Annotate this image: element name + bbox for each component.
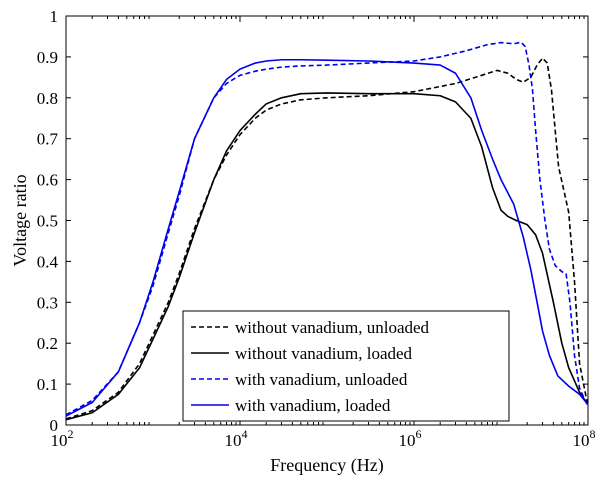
series-line-3 bbox=[65, 41, 589, 416]
x-tick-label: 104 bbox=[225, 427, 248, 450]
series-lines bbox=[65, 41, 589, 421]
x-tick-label: 106 bbox=[399, 427, 422, 450]
y-tick-label: 1 bbox=[50, 7, 59, 26]
legend-entry-label: without vanadium, unloaded bbox=[235, 318, 430, 337]
y-tick-label: 0.7 bbox=[37, 130, 59, 149]
legend-entry-label: without vanadium, loaded bbox=[235, 344, 413, 363]
y-tick-label: 0.2 bbox=[37, 334, 58, 353]
x-axis-label: Frequency (Hz) bbox=[270, 455, 383, 476]
legend-box bbox=[182, 310, 510, 422]
legend-entry-label: with vanadium, unloaded bbox=[235, 370, 408, 389]
legend: without vanadium, unloaded without vanadi… bbox=[182, 310, 510, 422]
y-tick-label: 0.9 bbox=[37, 48, 58, 67]
legend-entry-label: with vanadium, loaded bbox=[235, 396, 391, 415]
y-tick-label: 0.1 bbox=[37, 375, 58, 394]
y-tick-label: 0 bbox=[50, 416, 59, 435]
y-tick-label: 0.4 bbox=[37, 252, 59, 271]
y-axis-ticks: 0 0.1 0.2 0.3 0.4 0.5 0.6 0.7 0.8 0.9 1 bbox=[37, 7, 588, 435]
x-tick-label: 108 bbox=[573, 427, 596, 450]
y-tick-label: 0.3 bbox=[37, 293, 58, 312]
y-tick-label: 0.8 bbox=[37, 89, 58, 108]
y-tick-label: 0.5 bbox=[37, 212, 58, 231]
y-axis-label: Voltage ratio bbox=[10, 174, 30, 266]
y-tick-label: 0.6 bbox=[37, 171, 58, 190]
series-line-4 bbox=[65, 58, 589, 417]
series-line-1 bbox=[65, 57, 589, 420]
series-line-2 bbox=[65, 92, 589, 421]
